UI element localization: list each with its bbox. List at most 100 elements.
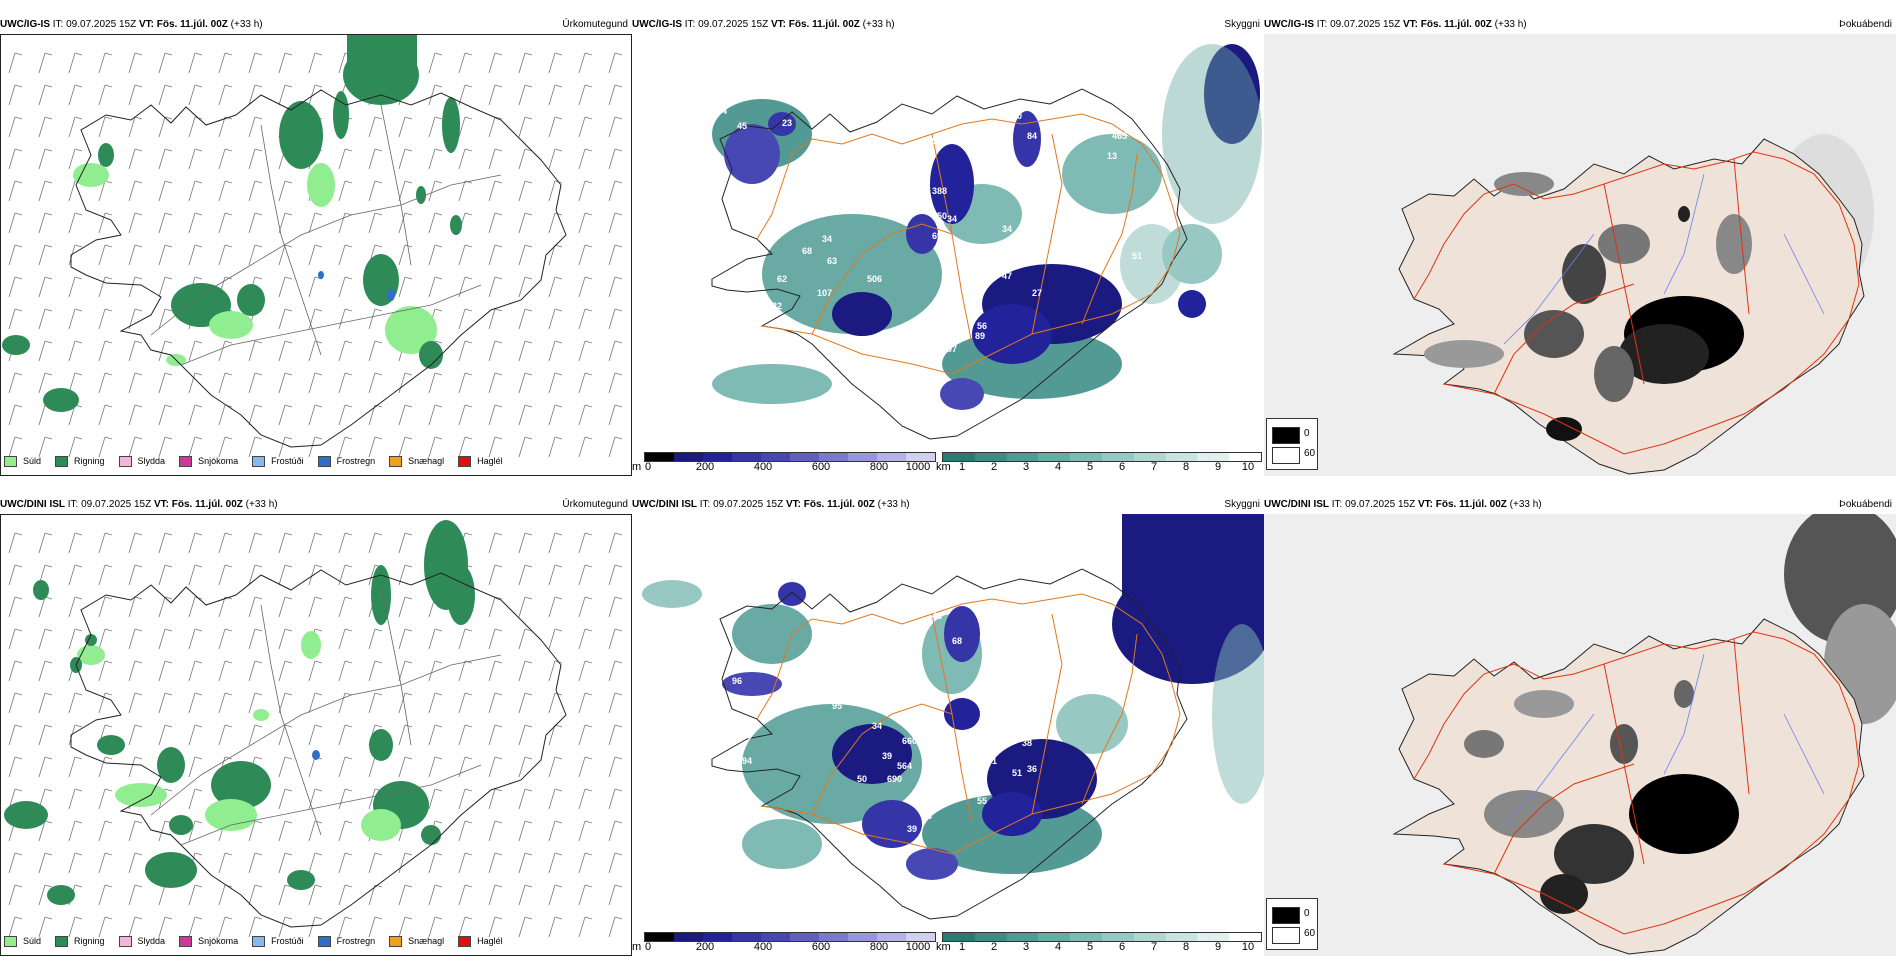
wind-barb (248, 852, 256, 874)
cloud-base-value: 51 (1012, 768, 1022, 778)
cloud-base-value: 69 (932, 231, 942, 241)
vt-value: Fös. 11.júl. 00Z (1420, 19, 1492, 30)
wind-barb-flag (464, 724, 473, 728)
cloud-map: 53 54 45 23 204 15 209 88 68 63 62 107 22 388 50 69 34 54… (632, 34, 1264, 476)
wind-barb-flag (254, 340, 263, 344)
wind-barb (218, 372, 226, 394)
cloud-base-colorbar: m 0 200 400 600 800 1000 (632, 932, 937, 956)
wind-barb (158, 244, 166, 266)
cloud-colorbar-cell (761, 453, 790, 461)
wind-barb (398, 692, 406, 714)
wind-barb-flag (584, 116, 593, 120)
wind-barb (548, 436, 556, 458)
cloud-base-value: 55 (977, 796, 987, 806)
wind-barb-flag (584, 404, 593, 408)
wind-barb (518, 692, 526, 714)
panel-header: UWC/DINI ISL IT: 09.07.2025 15Z VT: Fös.… (632, 498, 1264, 512)
wind-barb-flag (434, 436, 443, 440)
wind-barb-flag (584, 308, 593, 312)
wind-barb-flag (44, 628, 53, 632)
wind-barb-flag (254, 52, 263, 56)
wind-barb-flag (404, 244, 413, 248)
wind-barb (428, 724, 436, 746)
wind-barb-flag (164, 564, 173, 568)
wind-barb-flag (14, 692, 23, 696)
wind-barb (488, 52, 496, 74)
wind-barb-flag (494, 116, 503, 120)
wind-barb-flag (374, 212, 383, 216)
wind-barb-flag (44, 532, 53, 536)
wind-barb-flag (14, 916, 23, 920)
wind-barb (338, 692, 346, 714)
wind-barb (398, 756, 406, 778)
wind-barb-flag (224, 180, 233, 184)
wind-barb-flag (104, 404, 113, 408)
wind-barb (338, 436, 346, 458)
wind-barb (608, 916, 616, 938)
wind-barb-flag (464, 372, 473, 376)
vis-unit: km (936, 941, 951, 953)
vis-colorbar-cell (1229, 933, 1261, 941)
wind-barb-flag (404, 660, 413, 664)
wind-barb (578, 660, 586, 682)
wind-barb (518, 212, 526, 234)
vis-tick: 9 (1214, 461, 1222, 473)
wind-barb-flag (44, 180, 53, 184)
wind-barb (548, 756, 556, 778)
wind-barb (8, 724, 16, 746)
legend-swatch (4, 455, 17, 467)
wind-barb-flag (404, 276, 413, 280)
wind-barb-flag (74, 628, 83, 632)
legend-item: Súld (4, 935, 41, 947)
wind-barb-flag (104, 244, 113, 248)
cloud-base-colorbar: m 0 200 400 600 800 1000 (632, 452, 937, 476)
wind-barb (98, 404, 106, 426)
wind-barb-flag (494, 148, 503, 152)
wind-barb (338, 596, 346, 618)
wind-barb-flag (344, 660, 353, 664)
wind-barb-flag (524, 212, 533, 216)
wind-barb (428, 148, 436, 170)
wind-barb (158, 628, 166, 650)
wind-barb-flag (344, 820, 353, 824)
wind-barb-flag (134, 916, 143, 920)
cloud-unit: m (632, 941, 642, 953)
wind-barb (338, 884, 346, 906)
wind-barb (278, 820, 286, 842)
wind-barb-flag (464, 276, 473, 280)
wind-barb-flag (494, 340, 503, 344)
wind-barb (518, 916, 526, 938)
wind-barb-flag (464, 852, 473, 856)
wind-barb (98, 564, 106, 586)
wind-barb (98, 84, 106, 106)
wind-barb (398, 628, 406, 650)
wind-barb (458, 308, 466, 330)
cloud-tick: 400 (753, 461, 773, 473)
cloud-base-value: 70 (742, 731, 752, 741)
cloud-tick: 400 (753, 941, 773, 953)
wind-barb-flag (614, 148, 623, 152)
wind-barb-flag (194, 180, 203, 184)
wind-barb-flag (224, 372, 233, 376)
wind-barb-flag (74, 596, 83, 600)
wind-barb-flag (524, 916, 533, 920)
it-label: IT: (684, 19, 696, 30)
wind-barb-flag (554, 116, 563, 120)
wind-barb (338, 916, 346, 938)
wind-barb (488, 852, 496, 874)
wind-barb (368, 852, 376, 874)
wind-barb-flag (254, 628, 263, 632)
wind-barb-flag (464, 884, 473, 888)
cloud-base-value: 45 (737, 121, 747, 131)
wind-barb-flag (464, 148, 473, 152)
wind-barb-flag (254, 916, 263, 920)
wind-barb (278, 372, 286, 394)
wind-barb (218, 884, 226, 906)
wind-barb-flag (314, 692, 323, 696)
it-label: IT: (67, 499, 79, 510)
wind-barb (38, 628, 46, 650)
wind-barb-flag (404, 724, 413, 728)
wind-barb (608, 820, 616, 842)
wind-barb (428, 884, 436, 906)
legend-label: Haglél (477, 456, 503, 466)
